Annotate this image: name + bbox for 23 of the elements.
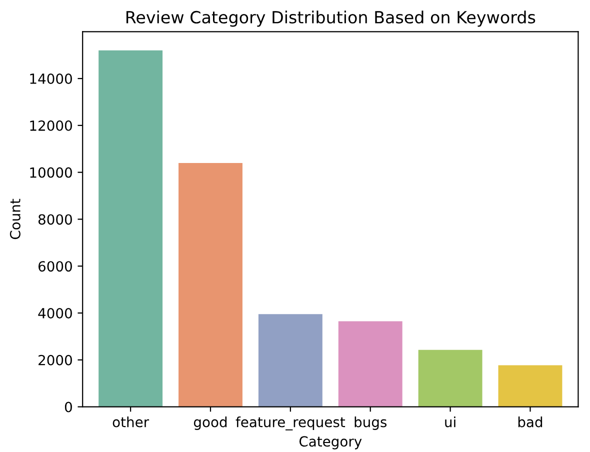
- y-axis-title: Count: [10, 198, 20, 240]
- x-tick-label: bugs: [354, 416, 387, 430]
- x-tick-label: good: [194, 416, 227, 430]
- bar: [178, 162, 242, 407]
- y-tick-label: 10000: [30, 167, 72, 178]
- bar: [338, 321, 402, 407]
- y-tick-label: 2000: [38, 354, 72, 366]
- y-tick-label: 6000: [38, 261, 72, 272]
- x-tick-label: other: [112, 416, 150, 428]
- bar: [258, 314, 322, 407]
- bar: [98, 50, 163, 407]
- y-tick-label: 14000: [30, 74, 72, 84]
- x-tick-label: bad: [518, 416, 542, 428]
- x-axis-title: Category: [299, 436, 362, 450]
- y-tick-label: 12000: [30, 120, 72, 131]
- x-tick-label: ui: [445, 416, 456, 428]
- bar: [498, 365, 562, 407]
- y-tick-label: 4000: [38, 308, 72, 318]
- chart-title: Review Category Distribution Based on Keywords: [126, 10, 536, 27]
- x-tick-label: feature_request: [236, 416, 346, 430]
- bar: [418, 350, 482, 407]
- y-tick-label: 0: [64, 402, 72, 412]
- y-tick-label: 8000: [38, 214, 72, 225]
